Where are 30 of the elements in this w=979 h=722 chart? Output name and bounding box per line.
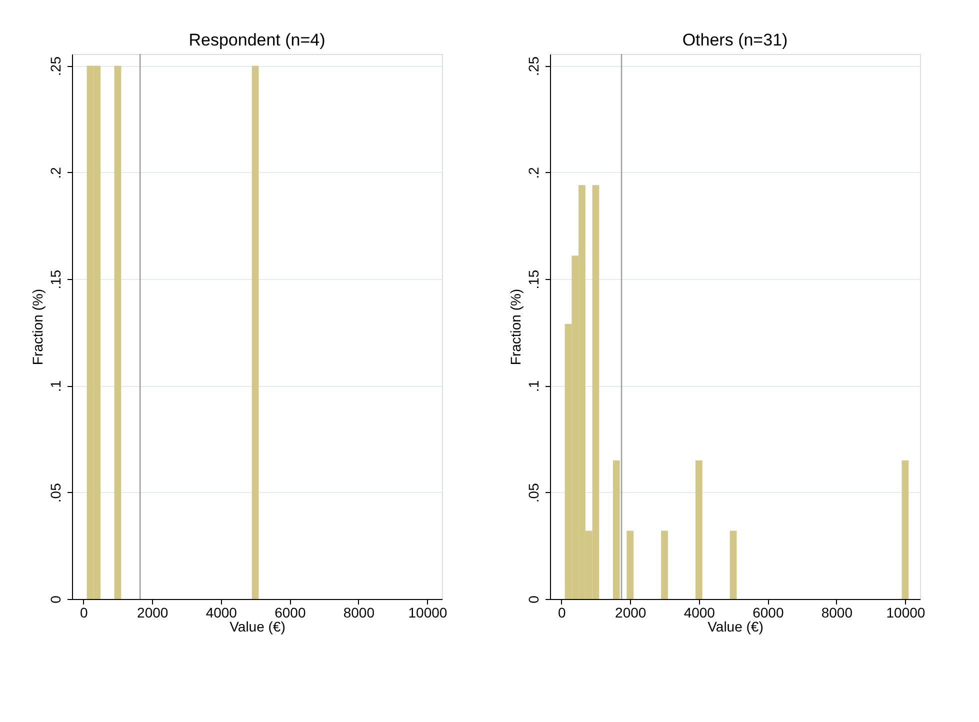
x-tick-label: 10000	[408, 604, 448, 620]
y-tick-label: .1	[48, 380, 64, 392]
x-axis-title: Value (€)	[230, 618, 286, 634]
x-tick-label: 2000	[137, 604, 168, 620]
x-tick-label: 0	[80, 604, 88, 620]
y-tick-label: .2	[48, 166, 64, 179]
x-tick-label: 4000	[206, 604, 238, 620]
x-tick-label: 8000	[343, 604, 375, 620]
y-tick-label: .15	[526, 270, 542, 290]
x-tick-label: 10000	[886, 604, 926, 620]
y-tick-label: 0	[48, 595, 64, 604]
x-tick-label: 0	[558, 604, 566, 620]
y-axis-title: Fraction (%)	[508, 288, 524, 366]
y-tick-label: .05	[526, 482, 542, 503]
x-axis-title: Value (€)	[708, 618, 764, 634]
x-tick-label: 2000	[615, 604, 646, 620]
x-tick-label: 6000	[274, 604, 306, 620]
chart-title: Respondent (n=4)	[188, 30, 326, 50]
y-tick-label: .2	[526, 166, 542, 179]
y-tick-label: .15	[48, 270, 64, 290]
chart-title: Others (n=31)	[682, 30, 788, 50]
x-tick-label: 6000	[752, 604, 784, 620]
y-tick-label: 0	[526, 595, 542, 604]
y-tick-label: .1	[526, 380, 542, 392]
y-tick-label: .25	[48, 56, 64, 76]
x-tick-label: 8000	[821, 604, 853, 620]
y-tick-label: .05	[48, 482, 64, 503]
y-tick-label: .25	[526, 56, 542, 76]
y-axis-title: Fraction (%)	[30, 288, 46, 366]
x-tick-label: 4000	[684, 604, 716, 620]
